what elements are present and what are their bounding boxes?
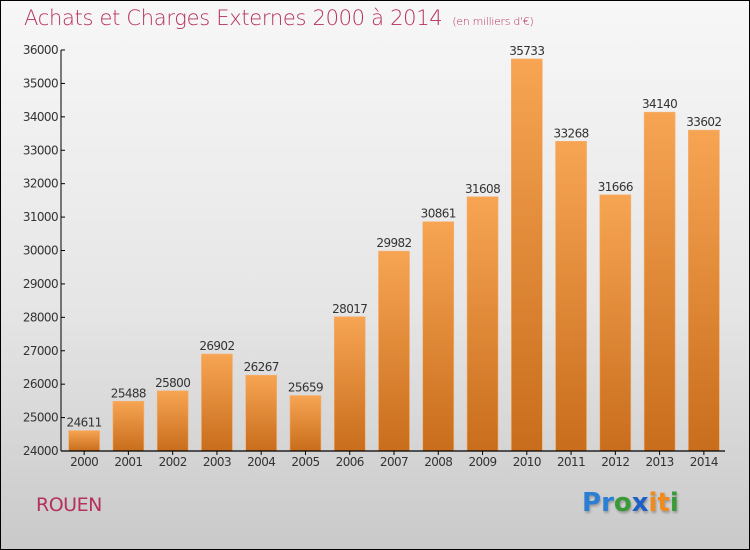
- x-tick-label-2011: 2011: [557, 455, 585, 469]
- x-tick-label-2006: 2006: [336, 455, 364, 469]
- x-tick-label-2014: 2014: [690, 455, 718, 469]
- bar-2013: [643, 111, 676, 452]
- x-tick-label-2004: 2004: [247, 455, 275, 469]
- y-tick-label-29000: 29000: [23, 277, 58, 291]
- chart-title-text: Achats et Charges Externes 2000 à 2014: [24, 6, 443, 30]
- y-tick-label-36000: 36000: [23, 43, 58, 57]
- bar-2007: [378, 250, 410, 452]
- x-tick-label-2013: 2013: [646, 455, 674, 469]
- data-label-2013: 34140: [642, 97, 677, 111]
- y-tick-label-30000: 30000: [23, 244, 58, 258]
- bar-2014: [688, 129, 720, 452]
- bar-2010: [510, 58, 543, 452]
- data-label-2014: 33602: [686, 115, 721, 129]
- city-label: ROUEN: [36, 494, 102, 516]
- axes-group: 2000 2001 2002 2003 2004 2005 2006 2007 2008 2009…: [23, 43, 725, 469]
- logo-letter: P: [582, 488, 602, 518]
- x-tick-label-2009: 2009: [468, 455, 496, 469]
- y-tick-label-35000: 35000: [23, 76, 58, 90]
- bar-2008: [422, 221, 455, 452]
- data-label-2012: 31666: [598, 180, 633, 194]
- x-tick-label-2007: 2007: [380, 455, 408, 469]
- y-tick-label-31000: 31000: [23, 210, 58, 224]
- data-label-2001: 25488: [111, 386, 146, 400]
- chart-title: Achats et Charges Externes 2000 à 2014 (e…: [24, 6, 534, 30]
- data-label-2000: 24611: [67, 416, 102, 430]
- data-label-2002: 25800: [155, 376, 190, 390]
- y-tick-label-34000: 34000: [23, 110, 58, 124]
- bar-2002: [156, 390, 189, 452]
- bar-2009: [466, 196, 499, 452]
- y-tick-label-26000: 26000: [23, 377, 58, 391]
- bar-2004: [245, 374, 277, 452]
- logo-letter: i: [648, 488, 658, 518]
- y-tick-label-24000: 24000: [23, 444, 58, 458]
- data-label-2010: 35733: [509, 44, 544, 58]
- data-label-2004: 26267: [244, 360, 279, 374]
- logo-letter: t: [657, 488, 670, 518]
- y-tick-label-28000: 28000: [23, 310, 58, 324]
- bar-2011: [555, 140, 587, 452]
- logo-letter: o: [613, 488, 632, 518]
- bars-group: 24611 25488 25800 26902 26267 25659 28017 29982…: [67, 44, 722, 452]
- logo-letter: r: [601, 488, 614, 518]
- y-tick-label-27000: 27000: [23, 344, 58, 358]
- x-tick-label-2000: 2000: [70, 455, 98, 469]
- x-tick-label-2012: 2012: [601, 455, 629, 469]
- data-label-2007: 29982: [376, 236, 411, 250]
- bar-2003: [201, 353, 233, 452]
- y-tick-label-32000: 32000: [23, 177, 58, 191]
- y-tick-label-25000: 25000: [23, 411, 58, 425]
- bar-2005: [289, 395, 322, 452]
- x-tick-label-2010: 2010: [513, 455, 541, 469]
- data-label-2005: 25659: [288, 381, 323, 395]
- bar-2000: [68, 430, 100, 452]
- data-label-2003: 26902: [199, 339, 234, 353]
- logo-letter: i: [669, 488, 679, 518]
- data-label-2009: 31608: [465, 182, 500, 196]
- data-label-2008: 30861: [421, 207, 456, 221]
- chart-subtitle: (en milliers d'€): [452, 15, 534, 28]
- proxiti-logo: Proxiti: [582, 488, 679, 518]
- x-tick-label-2005: 2005: [291, 455, 319, 469]
- x-tick-label-2008: 2008: [424, 455, 452, 469]
- bar-2001: [112, 400, 145, 452]
- x-tick-label-2003: 2003: [203, 455, 231, 469]
- x-tick-label-2002: 2002: [159, 455, 187, 469]
- logo-letter: x: [631, 488, 649, 518]
- y-tick-label-33000: 33000: [23, 143, 58, 157]
- bar-2006: [333, 316, 366, 452]
- x-tick-label-2001: 2001: [114, 455, 142, 469]
- bar-2012: [599, 194, 632, 452]
- data-label-2006: 28017: [332, 302, 367, 316]
- data-label-2011: 33268: [553, 126, 588, 140]
